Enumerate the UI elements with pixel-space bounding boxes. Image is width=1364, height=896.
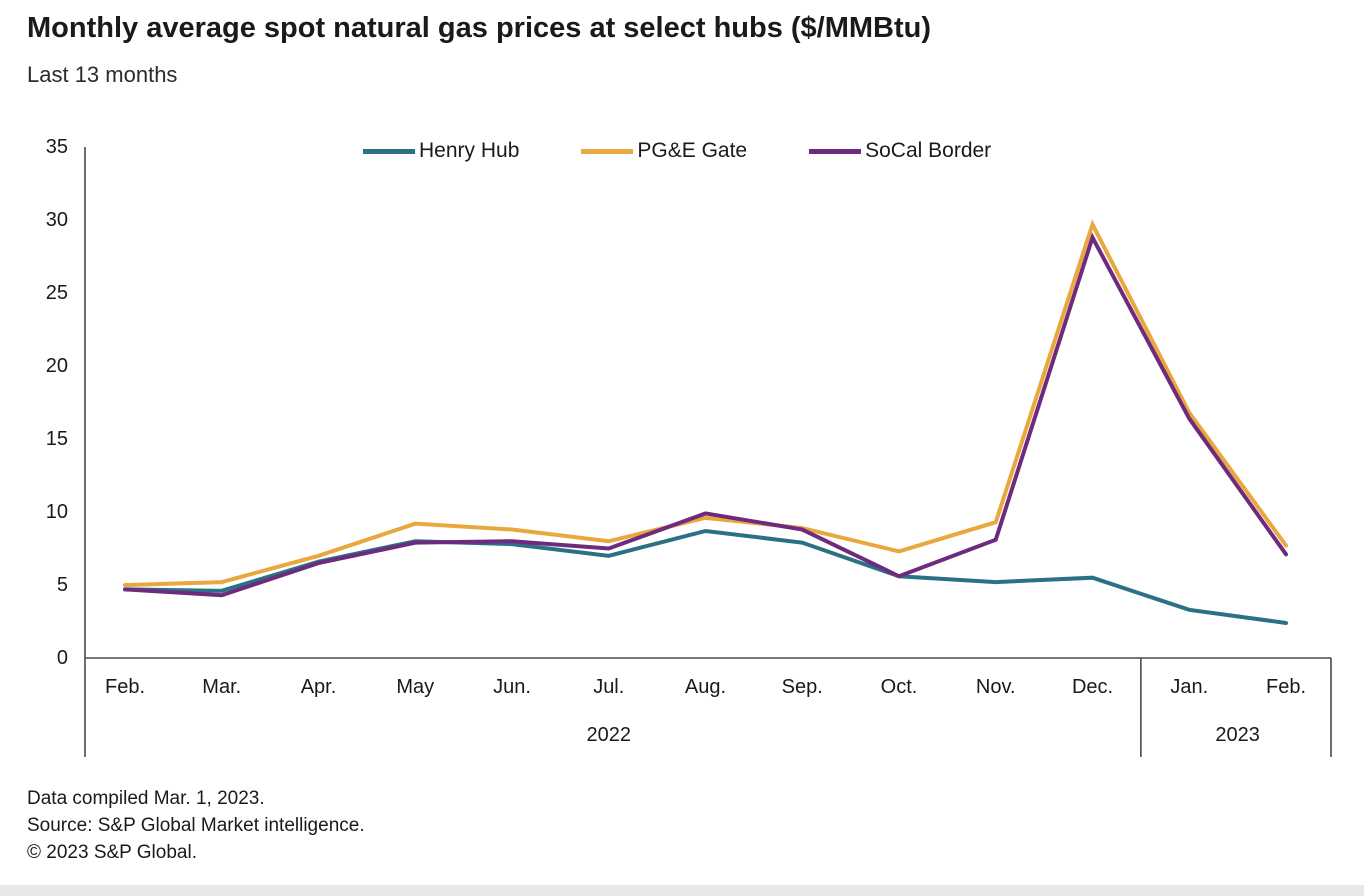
x-tick-label-4: Jun. xyxy=(493,676,531,698)
footer-compiled-date: Data compiled Mar. 1, 2023. xyxy=(27,788,265,809)
y-tick-label-0: 0 xyxy=(56,647,68,669)
footer-source: Source: S&P Global Market intelligence. xyxy=(27,815,365,836)
legend-label-henry-hub: Henry Hub xyxy=(419,139,520,162)
legend-item-pge-gate: PG&E Gate xyxy=(581,139,747,163)
series-line-henry-hub xyxy=(123,528,1288,625)
legend-swatch-henry-hub xyxy=(363,148,415,154)
legend: Henry Hub PG&E Gate SoCal Border xyxy=(363,139,991,163)
x-tick-label-10: Dec. xyxy=(1071,676,1114,698)
y-tick-label-5: 5 xyxy=(56,574,68,596)
series-line-pg-e-gate xyxy=(123,219,1288,587)
x-tick-label-5: Jul. xyxy=(593,676,625,698)
year-label-2023: 2023 xyxy=(1215,724,1260,746)
y-tick-label-25: 25 xyxy=(45,282,68,304)
legend-item-socal-border: SoCal Border xyxy=(809,139,991,163)
y-tick-label-20: 20 xyxy=(45,355,68,377)
x-tick-label-0: Feb. xyxy=(104,676,146,698)
x-tick-label-7: Sep. xyxy=(781,676,823,698)
x-tick-label-11: Jan. xyxy=(1170,676,1209,698)
chart-title: Monthly average spot natural gas prices … xyxy=(27,12,932,44)
bottom-strip xyxy=(0,885,1364,896)
footer-notes: Data compiled Mar. 1, 2023. Source: S&P … xyxy=(27,785,365,866)
y-tick-label-30: 30 xyxy=(45,209,68,231)
x-tick-label-6: Aug. xyxy=(684,676,727,698)
legend-label-pge-gate: PG&E Gate xyxy=(637,139,748,162)
y-tick-label-15: 15 xyxy=(45,428,68,450)
x-tick-label-9: Nov. xyxy=(975,676,1016,698)
year-label-2022: 2022 xyxy=(586,724,632,746)
series-line-socal-border xyxy=(123,232,1288,598)
footer-copyright: © 2023 S&P Global. xyxy=(27,842,197,863)
chart-subtitle: Last 13 months xyxy=(27,62,178,87)
x-tick-label-2: Apr. xyxy=(300,676,337,698)
legend-swatch-socal-border xyxy=(809,148,862,154)
legend-swatch-pge-gate xyxy=(581,148,634,154)
x-tick-label-12: Feb. xyxy=(1265,676,1307,698)
y-tick-label-35: 35 xyxy=(45,136,68,158)
legend-label-socal-border: SoCal Border xyxy=(865,139,992,162)
x-tick-label-8: Oct. xyxy=(880,676,918,698)
x-tick-label-1: Mar. xyxy=(202,676,242,698)
legend-item-henry-hub: Henry Hub xyxy=(363,139,519,163)
x-tick-label-3: May xyxy=(396,676,435,698)
y-tick-label-10: 10 xyxy=(45,501,68,523)
